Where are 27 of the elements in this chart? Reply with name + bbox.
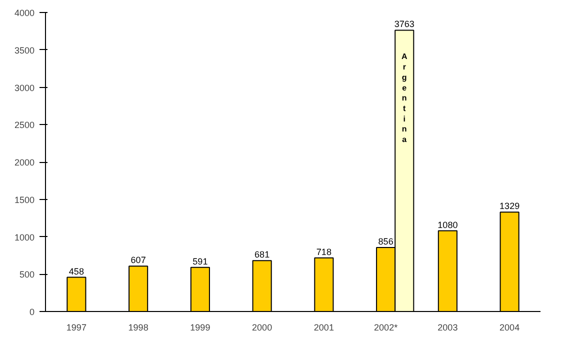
x-tick-label: 2003 [438, 322, 458, 332]
data-label: 3763 [394, 19, 414, 30]
text: Argentina [401, 52, 408, 144]
x-tick-label: 2001 [314, 322, 334, 332]
data-label: 458 [68, 266, 84, 276]
y-tick-label: 1500 [14, 194, 35, 205]
data-label: 1329 [500, 201, 520, 212]
y-tick-label: 2000 [14, 158, 35, 168]
data-label: 591 [192, 256, 208, 266]
x-tick-label: 2002* [374, 322, 398, 332]
data-label: 1080 [438, 220, 458, 230]
data-label: 856 [378, 236, 394, 247]
y-tick-label: 500 [19, 270, 35, 280]
x-tick-label: 1998 [128, 322, 148, 332]
y-tick-label: 0 [29, 307, 35, 317]
x-tick-label: 2000 [252, 322, 272, 332]
y-tick-label: 2500 [14, 120, 35, 130]
data-label: 718 [316, 246, 332, 257]
y-tick-label: 1000 [14, 232, 35, 242]
y-tick-label: 4000 [14, 8, 35, 18]
x-tick-label: 1999 [190, 322, 210, 332]
x-tick-label: 2004 [500, 322, 520, 332]
data-label: 681 [254, 250, 270, 260]
y-tick-label: 3000 [14, 82, 35, 93]
x-tick-label: 1997 [66, 322, 86, 332]
y-tick-label: 3500 [14, 45, 35, 56]
data-label: 607 [130, 255, 146, 266]
